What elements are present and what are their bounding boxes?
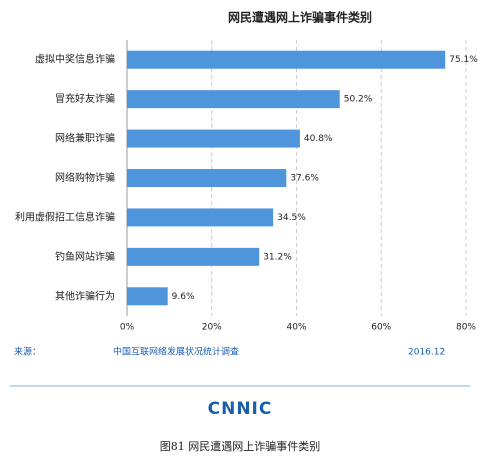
value-label: 37.6% (290, 174, 319, 184)
source-date: 2016.12 (408, 348, 445, 358)
chart-title: 网民遭遇网上诈骗事件类别 (228, 10, 372, 25)
y-tick-label: 网络购物诈骗 (55, 171, 115, 184)
bar (127, 247, 260, 266)
logo: CNNIC (208, 399, 273, 419)
y-tick-label: 利用虚假招工信息诈骗 (15, 210, 115, 223)
y-tick-label: 网络兼职诈骗 (55, 132, 115, 145)
value-label: 9.6% (172, 292, 195, 302)
bar (127, 287, 168, 306)
x-tick-label: 40% (286, 323, 306, 333)
x-tick-label: 20% (202, 323, 222, 333)
caption: 图81 网民遭遇网上诈骗事件类别 (160, 439, 321, 453)
y-tick-label: 冒充好友诈骗 (55, 92, 115, 105)
source-name: 中国互联网络发展状况统计调查 (113, 346, 239, 358)
value-label: 75.1% (449, 55, 478, 65)
bar (127, 169, 287, 187)
y-tick-label: 钓鱼网站诈骗 (55, 250, 115, 263)
value-label: 40.8% (304, 134, 333, 144)
value-label: 34.5% (277, 213, 306, 223)
x-tick-label: 0% (120, 323, 135, 333)
bar (127, 50, 446, 69)
bar (127, 90, 340, 109)
y-tick-label: 其他诈骗行为 (55, 289, 115, 302)
x-tick-label: 80% (456, 323, 476, 333)
x-tick-label: 60% (371, 323, 391, 333)
y-tick-label: 虚拟中奖信息诈骗 (35, 53, 115, 66)
bar (127, 208, 274, 227)
bar (127, 129, 300, 148)
value-label: 31.2% (263, 252, 292, 262)
value-label: 50.2% (344, 95, 373, 105)
source-label: 来源： (14, 347, 41, 358)
